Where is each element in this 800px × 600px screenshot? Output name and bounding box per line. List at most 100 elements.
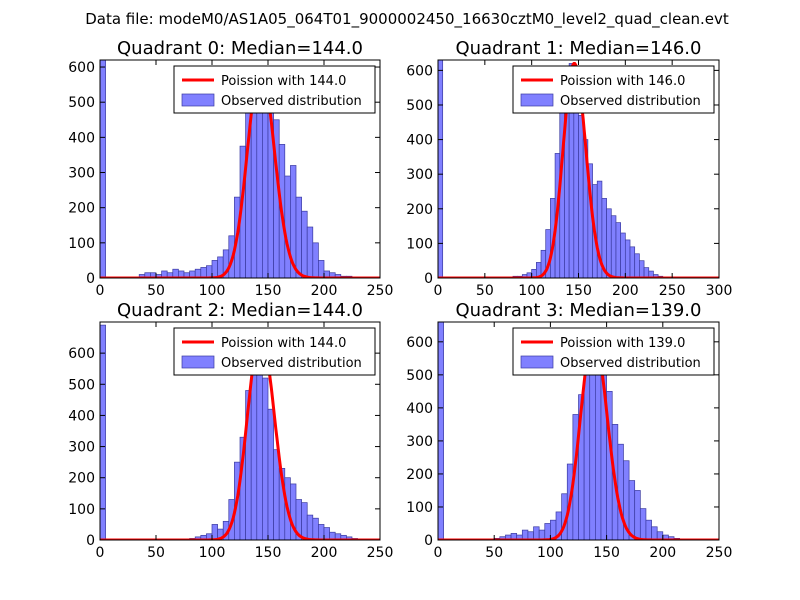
y-tick-label: 100	[68, 236, 95, 252]
histogram-bar	[624, 239, 631, 278]
x-tick-label: 200	[649, 545, 676, 561]
x-tick-label: 100	[537, 545, 564, 561]
poisson-curve	[438, 333, 719, 540]
subplot-grid: Quadrant 0: Median=144.0 0 50 100 150 200 250 0…	[68, 38, 732, 561]
x-tick-label: 150	[593, 545, 620, 561]
legend-label-poisson: Poission with 144.0	[221, 74, 346, 89]
subplot-title: Quadrant 1: Median=146.0	[456, 38, 702, 59]
x-tick-label: 200	[612, 283, 639, 299]
histogram-bar	[438, 60, 444, 278]
legend-label-observed: Observed distribution	[221, 356, 362, 371]
histogram-bar	[438, 322, 444, 540]
histogram-bar	[639, 508, 647, 540]
x-tick-label: 50	[147, 283, 165, 299]
legend-bar-swatch	[181, 93, 215, 107]
y-tick-label: 100	[68, 502, 95, 518]
histogram-bar	[100, 324, 106, 540]
x-tick-label: 50	[485, 545, 503, 561]
x-tick-label: 200	[311, 283, 338, 299]
x-tick-label: 50	[147, 545, 165, 561]
x-tick-label: 0	[434, 545, 443, 561]
histogram-bar	[262, 377, 269, 540]
legend-bar-swatch	[520, 355, 554, 369]
histogram-bar	[634, 253, 640, 278]
y-tick-label: 400	[406, 401, 433, 417]
legend: Poission with 144.0 Observed distribution	[173, 65, 376, 114]
y-tick-label: 500	[68, 95, 95, 111]
plot-area	[438, 60, 719, 278]
y-tick-label: 300	[406, 167, 433, 183]
histogram-bar	[628, 480, 636, 540]
histogram-bar	[583, 374, 591, 540]
y-tick-label: 200	[406, 202, 433, 218]
legend-bar-swatch	[520, 93, 554, 107]
histogram-bar	[301, 210, 308, 278]
legend-label-poisson: Poission with 146.0	[560, 74, 685, 89]
histogram-bar	[620, 232, 626, 278]
histogram-bar	[544, 523, 551, 540]
histogram-bar	[651, 526, 658, 540]
y-tick-label: 100	[406, 236, 433, 252]
poisson-curve	[100, 65, 380, 278]
histogram-bar	[634, 490, 641, 540]
histogram-bar	[533, 526, 540, 540]
histogram-bar	[206, 265, 213, 278]
x-tick-label: 150	[565, 283, 592, 299]
histogram-bar	[211, 524, 218, 540]
subplot-0: Quadrant 0: Median=144.0 0 50 100 150 200 250 0…	[68, 38, 393, 299]
x-tick-label: 300	[706, 283, 733, 299]
y-tick-label: 400	[68, 130, 95, 146]
axes-frame	[99, 59, 381, 279]
histogram-bar	[312, 517, 319, 540]
y-tick-label: 300	[406, 434, 433, 450]
x-tick-label: 150	[255, 283, 282, 299]
x-tick-label: 100	[199, 545, 226, 561]
legend-label-observed: Observed distribution	[560, 356, 701, 371]
histogram-bar	[323, 527, 330, 540]
poisson-curve	[100, 333, 380, 540]
y-tick-label: 100	[406, 500, 433, 516]
histogram-bar	[284, 175, 291, 278]
histogram-bar	[578, 115, 584, 278]
histogram-bar	[100, 60, 106, 278]
x-tick-label: 100	[518, 283, 545, 299]
y-tick-label: 300	[68, 440, 95, 456]
axes-frame	[99, 321, 381, 541]
y-tick-label: 400	[68, 408, 95, 424]
histogram-bar	[318, 524, 325, 540]
x-tick-label: 0	[434, 283, 443, 299]
subplot-1: Quadrant 1: Median=146.0 0 50 100 150 200 250 3…	[406, 38, 732, 299]
y-tick-label: 0	[86, 533, 95, 549]
y-tick-label: 0	[424, 271, 433, 287]
y-tick-label: 400	[406, 133, 433, 149]
histogram-bar	[617, 443, 624, 540]
legend: Poission with 139.0 Observed distribution	[512, 327, 715, 376]
y-tick-label: 300	[68, 166, 95, 182]
y-tick-label: 600	[406, 335, 433, 351]
subplot-3: Quadrant 3: Median=139.0 0 50 100 150 200 250 0…	[406, 300, 732, 561]
x-tick-label: 0	[96, 283, 105, 299]
figure-suptitle: Data file: modeM0/AS1A05_064T01_90000024…	[85, 10, 729, 29]
legend-bar-swatch	[181, 355, 215, 369]
x-tick-label: 200	[311, 545, 338, 561]
subplot-title: Quadrant 3: Median=139.0	[456, 300, 702, 321]
histogram-bar	[306, 226, 314, 278]
y-tick-label: 600	[406, 63, 433, 79]
histogram-bar	[267, 408, 274, 540]
histogram-bar	[318, 260, 325, 278]
x-tick-label: 250	[367, 545, 394, 561]
y-tick-label: 600	[68, 60, 95, 76]
histogram-bar	[250, 362, 258, 540]
legend: Poission with 146.0 Observed distribution	[512, 65, 715, 114]
legend-label-poisson: Poission with 144.0	[221, 336, 346, 351]
y-tick-label: 500	[406, 368, 433, 384]
histogram-bar	[639, 260, 645, 278]
histogram-bar	[211, 260, 218, 278]
x-tick-label: 50	[476, 283, 494, 299]
histogram-bar	[295, 196, 302, 278]
x-tick-label: 250	[367, 283, 394, 299]
x-tick-label: 0	[96, 545, 105, 561]
histogram-bar	[629, 246, 636, 278]
y-tick-label: 0	[424, 533, 433, 549]
